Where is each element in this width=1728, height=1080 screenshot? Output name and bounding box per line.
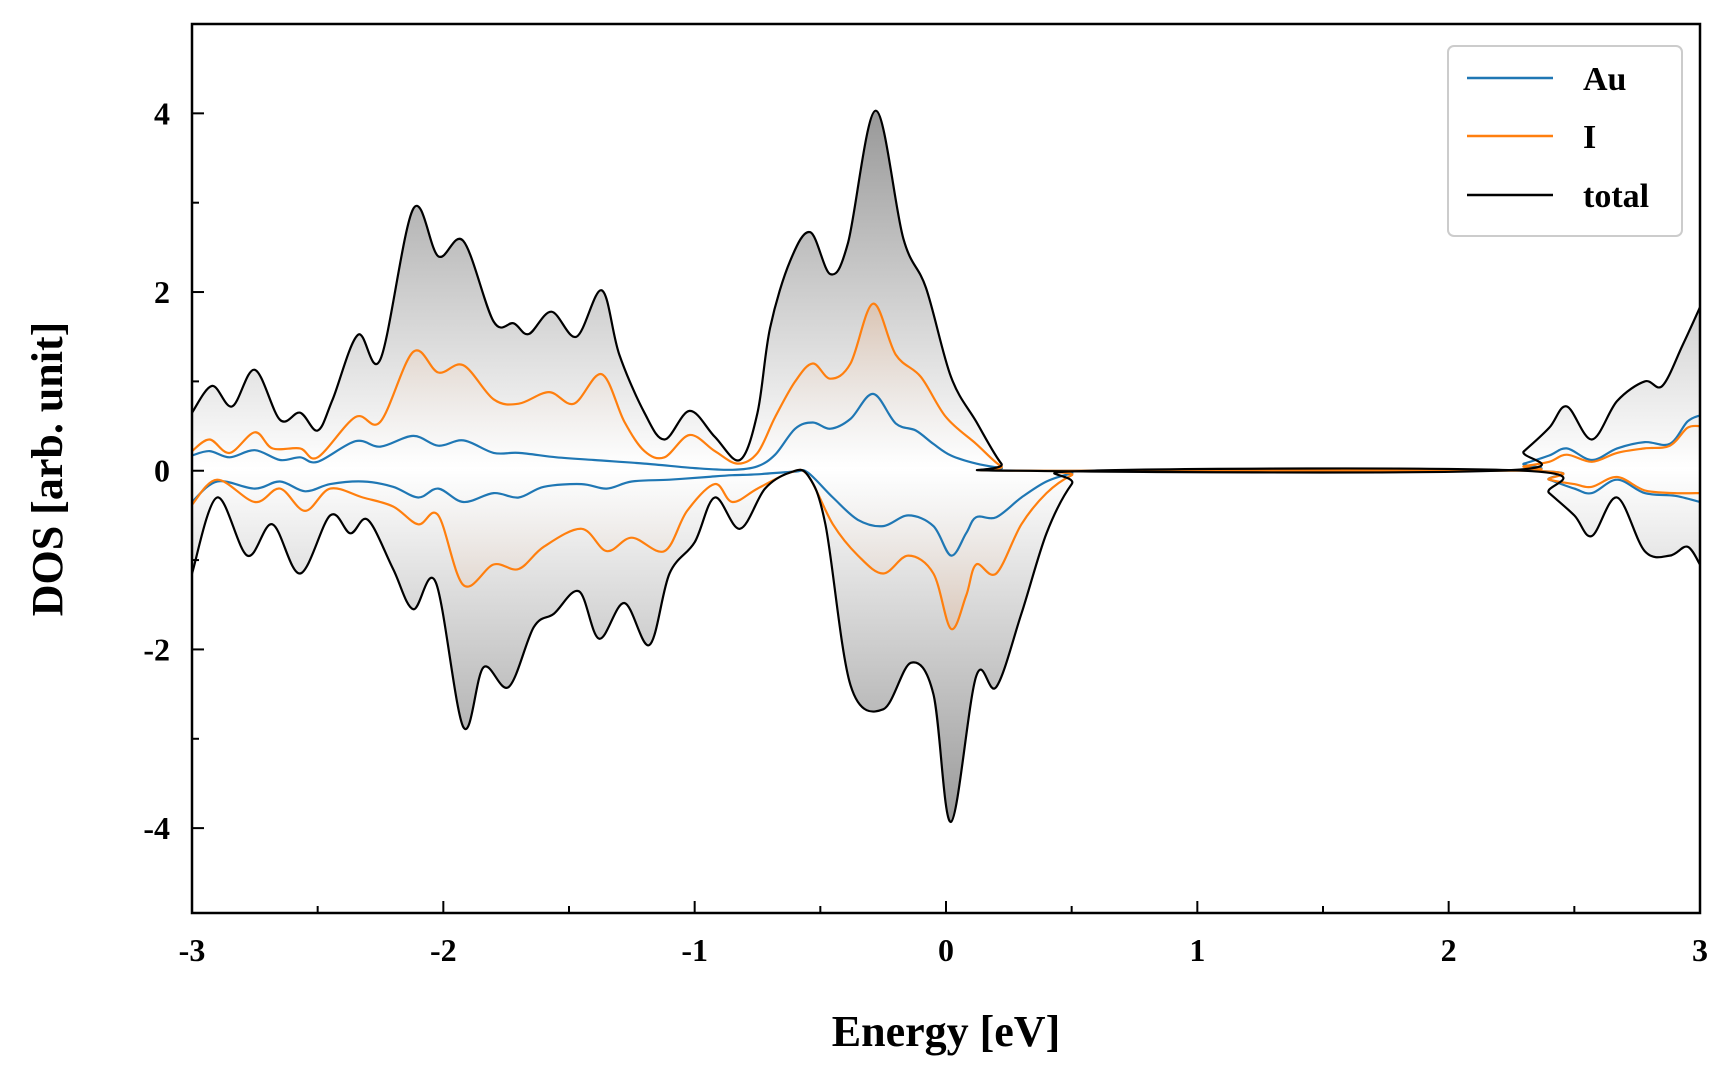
fill-total-up: [192, 110, 1700, 473]
x-tick-label: 0: [938, 932, 954, 968]
line-total-down: [192, 467, 1700, 824]
series-lines: [192, 109, 1700, 824]
x-tick-label: 3: [1692, 932, 1708, 968]
x-axis: -3 -2 -1 0 1 2 3: [179, 901, 1708, 968]
x-tick-label: -3: [179, 932, 206, 968]
y-axis-title: DOS [arb. unit]: [23, 322, 72, 617]
x-tick-label: 1: [1189, 932, 1205, 968]
x-axis-title: Energy [eV]: [832, 1007, 1061, 1056]
fill-total-down: [192, 468, 1700, 822]
legend: Au I total: [1447, 45, 1683, 237]
y-tick-label: 4: [154, 95, 170, 131]
x-tick-label: -2: [430, 932, 457, 968]
legend-label-au: Au: [1583, 61, 1626, 98]
y-tick-label: 0: [154, 453, 170, 489]
legend-label-i: I: [1583, 119, 1596, 156]
fill-i-up: [192, 303, 1700, 472]
y-tick-label: -2: [143, 631, 170, 667]
y-axis: -4 -2 0 2 4: [143, 95, 204, 846]
legend-frame: [1447, 45, 1683, 237]
line-au-up: [192, 392, 1700, 473]
legend-label-total: total: [1583, 178, 1649, 215]
y-tick-label: 2: [154, 274, 170, 310]
x-tick-label: 2: [1441, 932, 1457, 968]
line-i-up: [192, 302, 1700, 473]
x-tick-label: -1: [681, 932, 708, 968]
y-tick-label: -4: [143, 810, 170, 846]
line-total-up: [192, 109, 1700, 474]
